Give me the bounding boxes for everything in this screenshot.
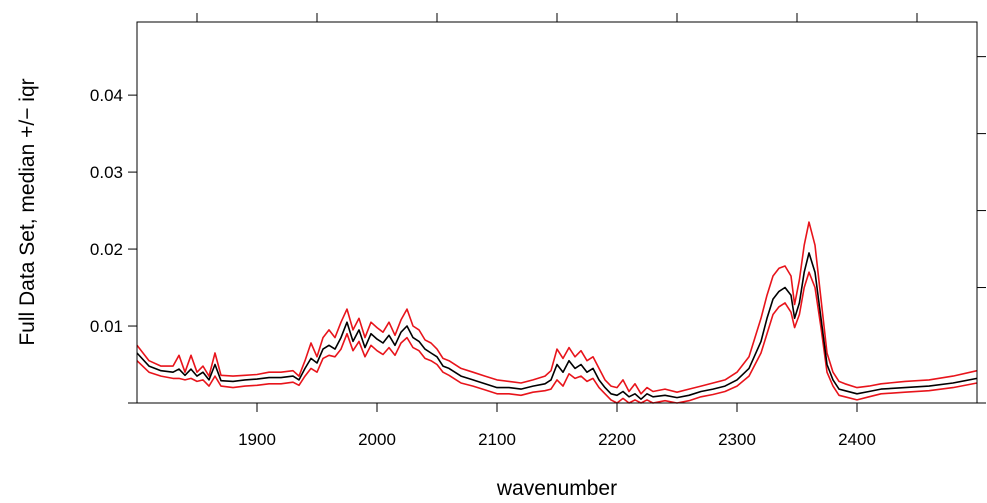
plot-frame — [136, 21, 978, 404]
x-tick-label-2000: 2000 — [358, 430, 396, 449]
median-series-line — [136, 252, 978, 401]
y-tick-label-0.03: 0.03 — [90, 163, 123, 182]
iqr-bound-series-line-2 — [136, 271, 978, 404]
x-tick-label-2300: 2300 — [718, 430, 756, 449]
plot-series-group — [136, 221, 978, 404]
x-tick-label-2200: 2200 — [598, 430, 636, 449]
y-tick-label-0.02: 0.02 — [90, 240, 123, 259]
iqr-bound-series-line-1 — [136, 221, 978, 395]
y-axis-title: Full Data Set, median +/− iqr — [16, 78, 39, 345]
y-tick-label-0.04: 0.04 — [90, 86, 123, 105]
axis-ticks-group: 1900 2000 2100 2200 2300 2400 0.01 0.02 0.03 0.04 — [90, 13, 986, 449]
x-tick-label-1900: 1900 — [238, 430, 276, 449]
y-tick-label-0.01: 0.01 — [90, 317, 123, 336]
x-tick-label-2400: 2400 — [838, 430, 876, 449]
x-axis-title: wavenumber — [496, 477, 617, 500]
x-tick-label-2100: 2100 — [478, 430, 516, 449]
